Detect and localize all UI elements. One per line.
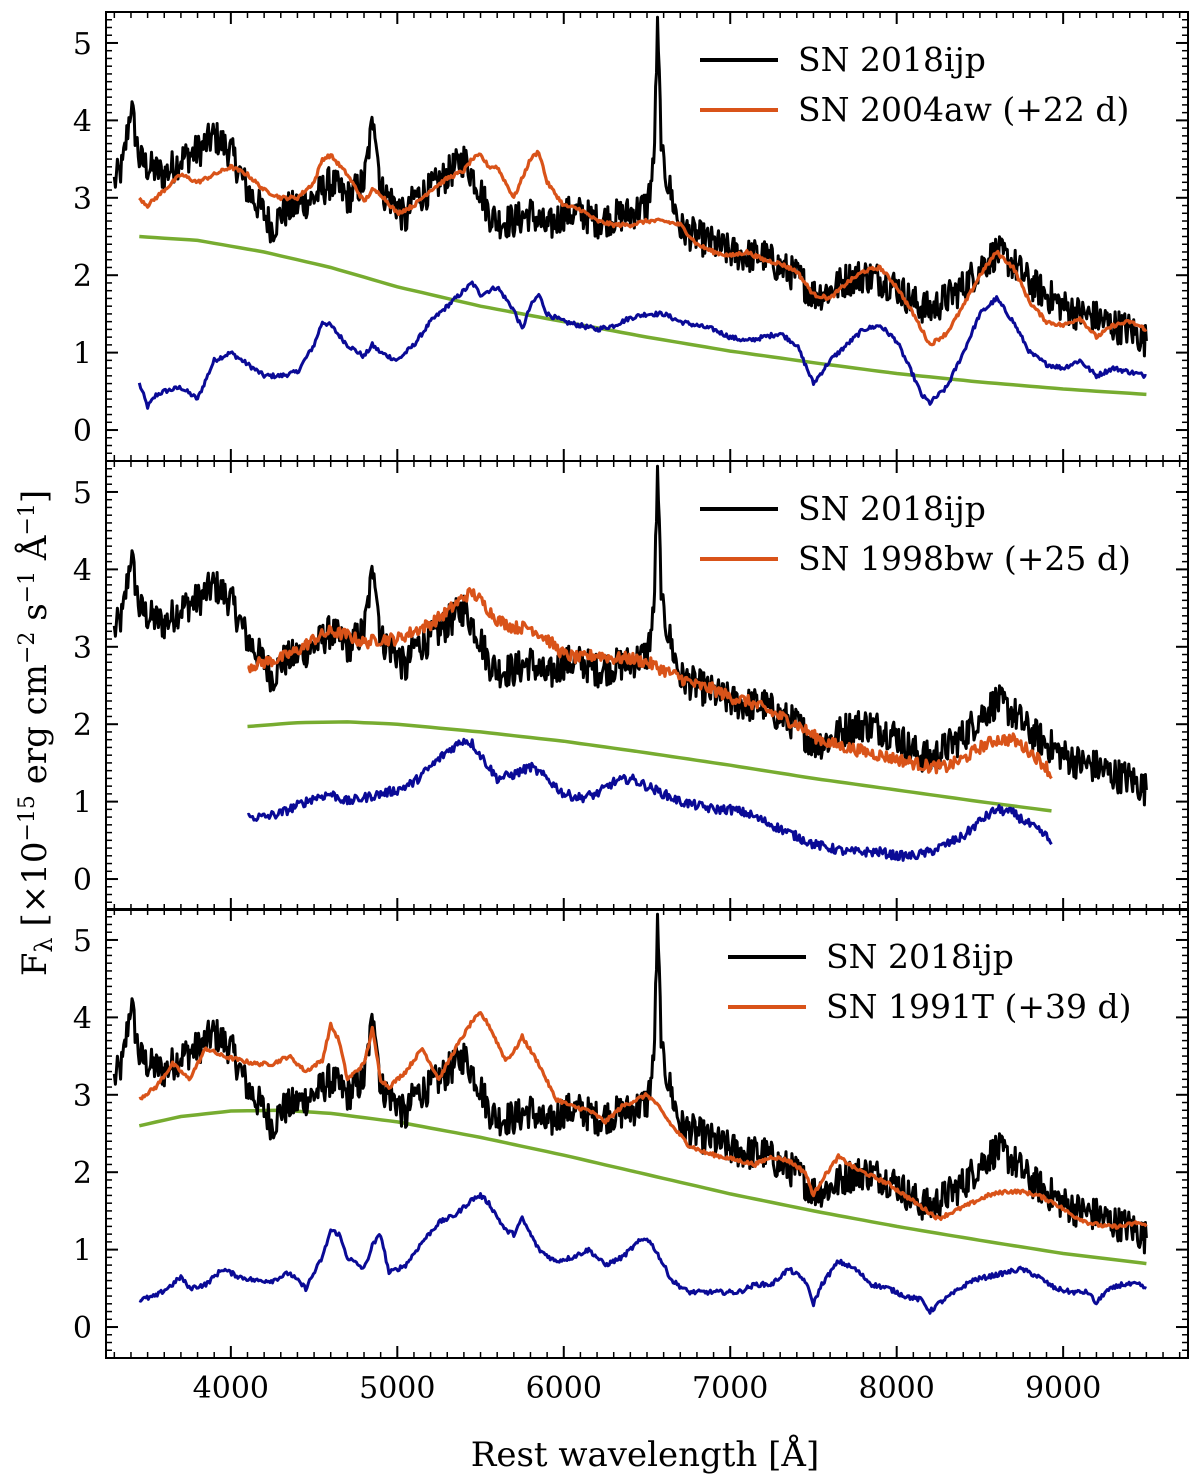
y-tick-label: 3 [73,182,92,217]
legend: SN 2018ijp SN 2004aw (+22 d) [700,40,1129,129]
y-tick-label: 4 [73,104,92,139]
y-tick-label: 5 [73,924,92,959]
x-axis-title: Rest wavelength [Å] [471,1434,819,1475]
legend-label-target: SN 2018ijp [798,40,986,79]
y-tick-label: 2 [73,259,92,294]
panel-frame [105,908,1189,1359]
residual-line [137,280,1147,410]
y-tick-label: 0 [73,1311,92,1346]
y-tick-label: 5 [73,476,92,511]
comparison-spectrum-line [138,1011,1148,1230]
panel-frame [105,460,1189,911]
y-tick-label: 4 [73,553,92,588]
y-tick-label: 0 [73,863,92,898]
series-group [112,912,1148,1315]
y-tick-label: 5 [73,27,92,62]
comparison-spectrum-line [138,149,1148,347]
x-tick-label: 9000 [1025,1371,1101,1406]
legend-label-comparison: SN 1991T (+39 d) [826,987,1131,1026]
residual-line [246,737,1053,862]
y-tick-label: 1 [73,337,92,372]
y-tick-label: 3 [73,631,92,666]
continuum-line [139,234,1147,397]
panel-2: 0 1 2 3 4 5 SN 2018ijp SN 1998bw (+25 d) [73,460,1189,911]
x-tick-label: 6000 [526,1371,602,1406]
comparison-spectrum-line [247,587,1053,780]
x-tick-label: 8000 [859,1371,935,1406]
x-tick-label: 4000 [193,1371,269,1406]
y-tick-label: 1 [73,786,92,821]
legend-label-comparison: SN 1998bw (+25 d) [798,539,1131,578]
panel-frame [105,11,1189,462]
x-tick-label: 7000 [692,1371,768,1406]
legend-label-target: SN 2018ijp [798,489,986,528]
y-tick-label: 1 [73,1234,92,1269]
y-tick-label: 2 [73,1156,92,1191]
y-tick-label: 2 [73,708,92,743]
panel-3: 0 1 2 3 4 5 SN 2018ijp SN 1991T (+39 d) 4000 5000… [73,908,1189,1406]
continuum-line [247,720,1052,813]
legend-label-comparison: SN 2004aw (+22 d) [798,90,1129,129]
residual-line [138,1192,1147,1315]
target-spectrum-line [112,912,1148,1255]
y-tick-label: 3 [73,1079,92,1114]
legend: SN 2018ijp SN 1991T (+39 d) [728,937,1131,1026]
y-tick-label: 4 [73,1001,92,1036]
target-spectrum-line [112,464,1148,807]
y-tick-label: 0 [73,414,92,449]
y-axis-title: Fλ [×10−15 erg cm−2 s−1 Å−1] [14,490,58,976]
legend: SN 2018ijp SN 1998bw (+25 d) [700,489,1131,578]
series-group [112,464,1148,862]
series-group [112,15,1148,410]
legend-label-target: SN 2018ijp [826,937,1014,976]
panel-1: 0 1 2 3 4 5 SN 2018ijp SN 2004aw (+22 d) [73,11,1189,462]
x-tick-label: 5000 [359,1371,435,1406]
